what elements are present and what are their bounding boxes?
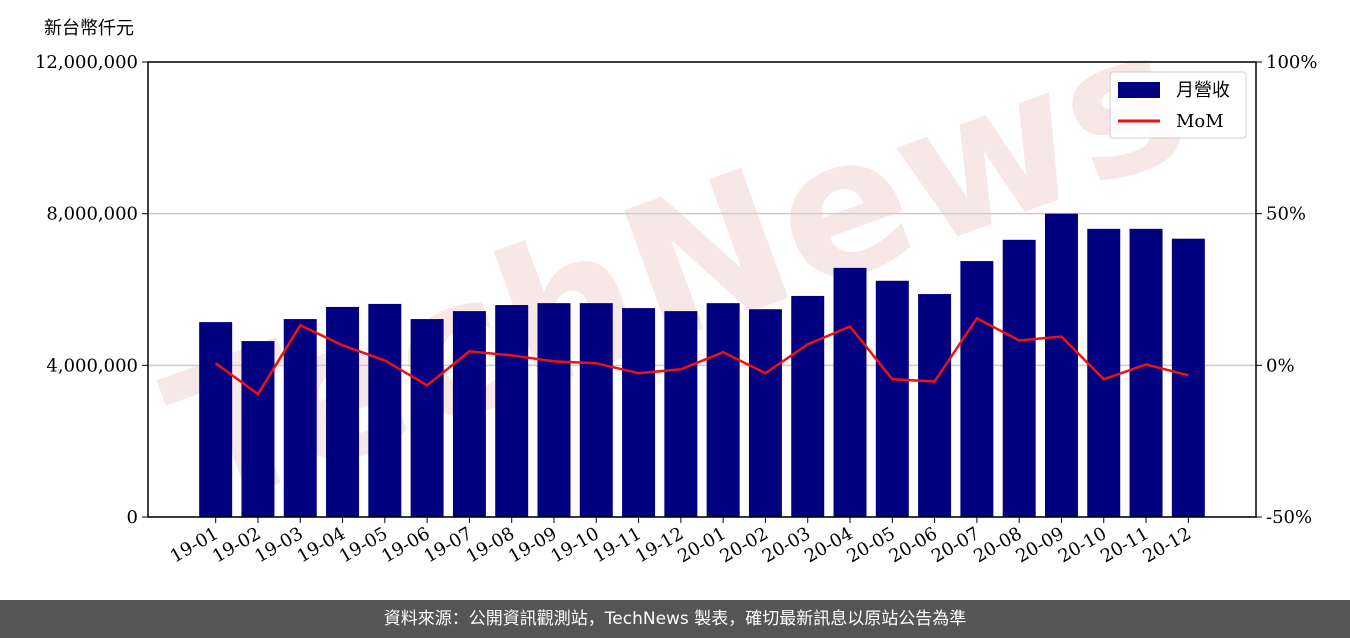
bar (1087, 228, 1121, 518)
x-tick-label: 20-12 (1139, 523, 1194, 567)
bar (833, 267, 867, 517)
y2-tick-label: 100% (1266, 52, 1317, 73)
chart: 新台幣仟元 TechNews04,000,0008,000,00012,000,… (35, 0, 1318, 567)
bar (791, 295, 825, 517)
bar (537, 303, 571, 517)
bar (748, 309, 782, 517)
bar (706, 303, 740, 517)
bar (664, 311, 698, 517)
bar (579, 303, 613, 517)
bar (199, 322, 233, 517)
bar (622, 308, 656, 517)
y2-tick-label: -50% (1266, 507, 1312, 528)
legend-label: 月營收 (1176, 80, 1230, 101)
y-tick-label: 12,000,000 (35, 52, 138, 73)
footer: 資料來源：公開資訊觀測站，TechNews 製表，確切最新訊息以原站公告為準 (0, 600, 1350, 638)
bar (452, 311, 486, 517)
bar (368, 303, 402, 517)
y2-tick-label: 50% (1266, 204, 1306, 225)
bar (410, 319, 444, 517)
legend-label: MoM (1176, 111, 1224, 132)
bar (1044, 213, 1078, 517)
y-tick-label: 8,000,000 (46, 204, 138, 225)
bar (918, 294, 952, 517)
bar (241, 341, 275, 517)
legend-swatch (1118, 82, 1160, 98)
bar (875, 280, 909, 517)
bar (283, 319, 317, 517)
line (214, 316, 1189, 396)
bar (1171, 238, 1205, 518)
y2-tick-label: 0% (1266, 355, 1295, 376)
y-tick-label: 0 (127, 507, 138, 528)
bar (495, 305, 529, 517)
bar (326, 306, 360, 517)
plot-frame (147, 61, 1257, 518)
y-tick-label: 4,000,000 (46, 355, 138, 376)
bar (960, 261, 994, 517)
y-axis-label: 新台幣仟元 (44, 18, 134, 39)
bar (1129, 228, 1163, 518)
bar (1002, 239, 1036, 517)
